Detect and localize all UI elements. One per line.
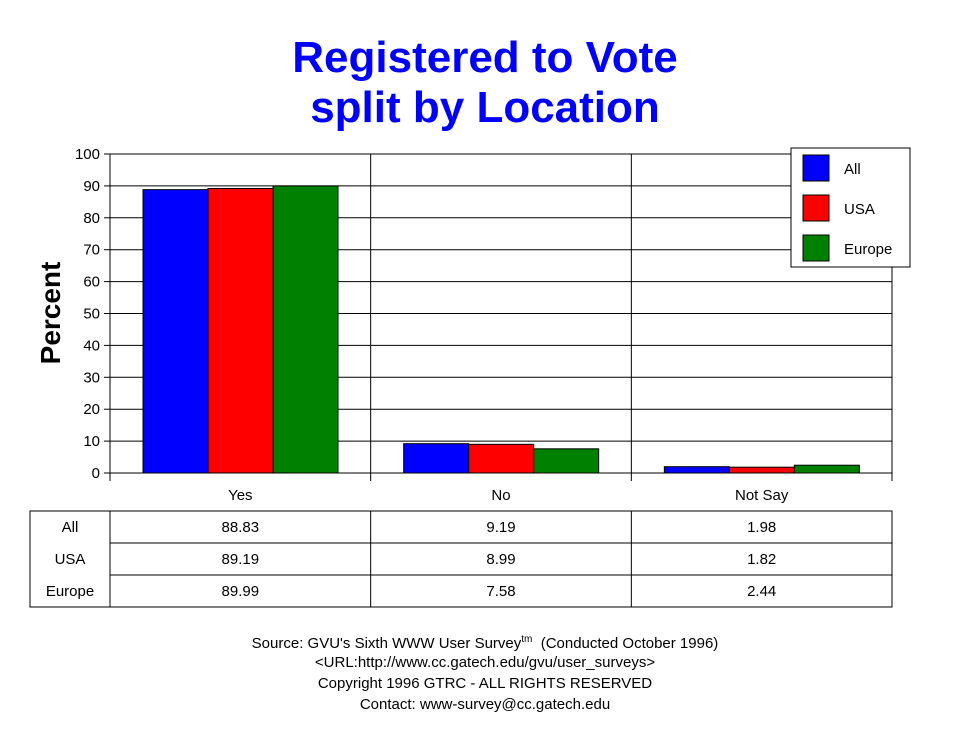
table-cell: 8.99 <box>486 551 515 568</box>
bar-chart: 0 10 20 30 40 50 60 70 80 90 100 Yes No Not Say Percen… <box>29 146 911 608</box>
y-tick-label: 40 <box>83 337 100 354</box>
y-tick-label: 70 <box>83 242 100 259</box>
source-line: Source: GVU's Sixth WWW User Surveytm (C… <box>0 634 970 652</box>
bar-all-not-say <box>663 466 730 474</box>
table-cell: 2.44 <box>747 583 776 600</box>
y-tick-label: 60 <box>83 274 100 291</box>
copyright-text: Copyright 1996 GTRC - ALL RIGHTS RESERVE… <box>317 675 653 692</box>
data-table <box>29 510 893 608</box>
x-tick-label: No <box>491 487 510 504</box>
y-tick-label: 0 <box>92 465 100 482</box>
chart-subtitle: split by Location <box>310 83 660 132</box>
bar-all-no <box>403 443 470 474</box>
source-url: <URL:http://www.cc.gatech.edu/gvu/user_s… <box>314 654 656 671</box>
bar-europe-no <box>533 448 600 474</box>
y-tick-label: 10 <box>83 433 100 450</box>
y-tick-label: 50 <box>83 306 100 323</box>
y-tick-label: 100 <box>75 146 100 163</box>
bar-europe-not-say <box>793 464 860 474</box>
table-cell: 88.83 <box>222 519 260 536</box>
trademark-mark: tm <box>521 634 533 645</box>
legend-label-all: All <box>844 161 861 178</box>
table-row-label: All <box>62 519 79 536</box>
legend-swatch-europe <box>802 234 830 262</box>
table-cell: 7.58 <box>486 583 515 600</box>
contact-text: Contact: www-survey@cc.gatech.edu <box>359 696 611 713</box>
y-tick-label: 80 <box>83 210 100 227</box>
x-tick-label: Not Say <box>735 487 789 504</box>
survey-date: (Conducted October 1996) <box>532 635 719 652</box>
table-cell: 89.99 <box>222 583 260 600</box>
y-tick-label: 30 <box>83 369 100 386</box>
table-cell: 1.82 <box>747 551 776 568</box>
table-cell: 89.19 <box>222 551 260 568</box>
legend-swatch-usa <box>802 194 830 222</box>
legend-swatch-all <box>802 154 830 182</box>
bar-usa-yes <box>207 187 274 474</box>
table-cell: 1.98 <box>747 519 776 536</box>
bar-usa-not-say <box>728 466 795 474</box>
x-tick-label: Yes <box>228 487 252 504</box>
source-text: Source: GVU's Sixth WWW User Survey <box>251 635 522 652</box>
legend-label-usa: USA <box>844 201 875 218</box>
bar-all-yes <box>142 189 209 474</box>
y-tick-label: 90 <box>83 178 100 195</box>
table-row-label: USA <box>55 551 86 568</box>
table-row-label: Europe <box>46 583 94 600</box>
legend-label-europe: Europe <box>844 241 892 258</box>
chart-title: Registered to Vote <box>292 33 678 82</box>
table-cell: 9.19 <box>486 519 515 536</box>
y-tick-label: 20 <box>83 401 100 418</box>
bar-europe-yes <box>272 185 339 474</box>
bar-usa-no <box>468 443 535 474</box>
y-axis-label: Percent <box>35 262 66 365</box>
